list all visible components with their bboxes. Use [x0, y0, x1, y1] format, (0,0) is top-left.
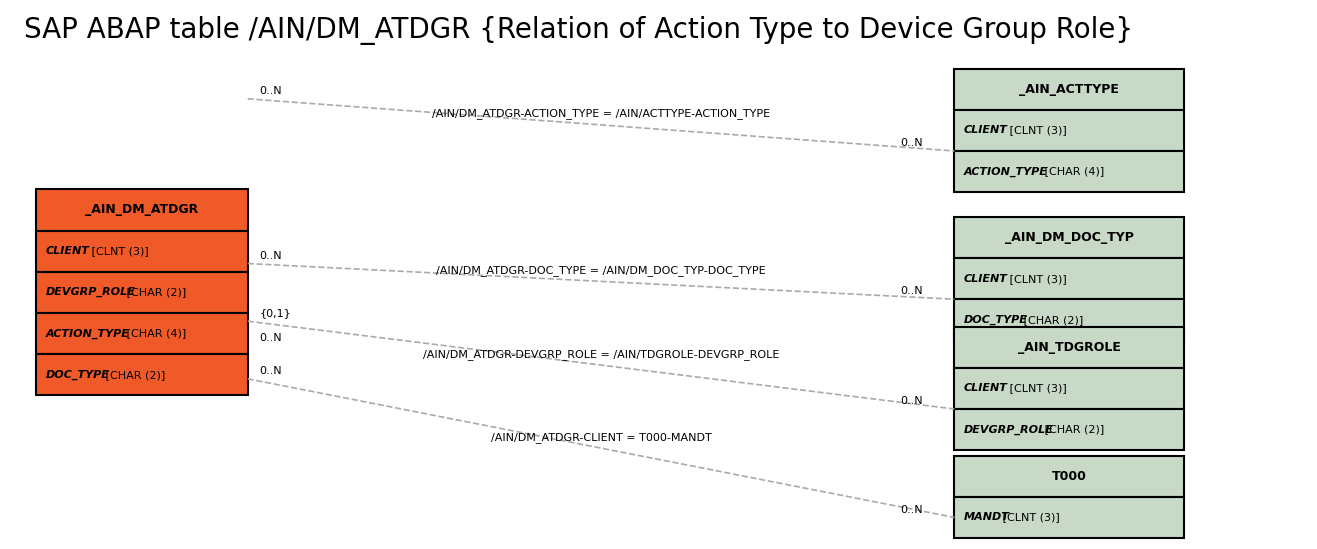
Text: [CHAR (4)]: [CHAR (4)]	[122, 328, 186, 339]
Text: 0..N: 0..N	[259, 366, 282, 376]
Text: [CLNT (3)]: [CLNT (3)]	[1000, 512, 1060, 523]
Text: CLIENT: CLIENT	[964, 125, 1008, 136]
Text: 0..N: 0..N	[900, 505, 923, 515]
Text: [CHAR (2)]: [CHAR (2)]	[101, 369, 165, 380]
Polygon shape	[955, 69, 1184, 110]
Text: CLIENT: CLIENT	[46, 246, 90, 256]
Polygon shape	[37, 272, 248, 313]
Text: SAP ABAP table /AIN/DM_ATDGR {Relation of Action Type to Device Group Role}: SAP ABAP table /AIN/DM_ATDGR {Relation o…	[24, 16, 1134, 46]
Text: _AIN_DM_DOC_TYP: _AIN_DM_DOC_TYP	[1005, 231, 1134, 244]
Text: /AIN/DM_ATDGR-DOC_TYPE = /AIN/DM_DOC_TYP-DOC_TYPE: /AIN/DM_ATDGR-DOC_TYPE = /AIN/DM_DOC_TYP…	[436, 265, 766, 276]
Text: [CHAR (2)]: [CHAR (2)]	[1042, 424, 1105, 435]
Text: /AIN/DM_ATDGR-DEVGRP_ROLE = /AIN/TDGROLE-DEVGRP_ROLE: /AIN/DM_ATDGR-DEVGRP_ROLE = /AIN/TDGROLE…	[423, 349, 780, 360]
Polygon shape	[37, 231, 248, 272]
Text: DEVGRP_ROLE: DEVGRP_ROLE	[46, 287, 136, 298]
Text: [CLNT (3)]: [CLNT (3)]	[1006, 125, 1067, 136]
Polygon shape	[955, 368, 1184, 409]
Polygon shape	[955, 456, 1184, 497]
Text: 0..N: 0..N	[900, 138, 923, 148]
Polygon shape	[955, 327, 1184, 368]
Text: CLIENT: CLIENT	[964, 383, 1008, 394]
Text: ACTION_TYPE: ACTION_TYPE	[964, 166, 1048, 177]
Text: _AIN_DM_ATDGR: _AIN_DM_ATDGR	[86, 204, 199, 216]
Polygon shape	[37, 189, 248, 231]
Text: DOC_TYPE: DOC_TYPE	[964, 315, 1029, 325]
Text: DOC_TYPE: DOC_TYPE	[46, 369, 109, 380]
Polygon shape	[955, 299, 1184, 340]
Polygon shape	[37, 313, 248, 354]
Text: T000: T000	[1052, 470, 1087, 483]
Text: 0..N: 0..N	[259, 86, 282, 96]
Text: MANDT: MANDT	[964, 512, 1010, 523]
Text: [CHAR (2)]: [CHAR (2)]	[1021, 315, 1084, 325]
Polygon shape	[37, 354, 248, 395]
Text: [CLNT (3)]: [CLNT (3)]	[88, 246, 149, 256]
Polygon shape	[955, 497, 1184, 538]
Polygon shape	[955, 409, 1184, 450]
Text: {0,1}: {0,1}	[259, 309, 291, 318]
Text: /AIN/DM_ATDGR-ACTION_TYPE = /AIN/ACTTYPE-ACTION_TYPE: /AIN/DM_ATDGR-ACTION_TYPE = /AIN/ACTTYPE…	[432, 109, 770, 120]
Text: [CLNT (3)]: [CLNT (3)]	[1006, 273, 1067, 284]
Text: CLIENT: CLIENT	[964, 273, 1008, 284]
Text: [CHAR (2)]: [CHAR (2)]	[122, 287, 186, 298]
Text: 0..N: 0..N	[900, 396, 923, 406]
Text: _AIN_ACTTYPE: _AIN_ACTTYPE	[1019, 83, 1119, 96]
Text: DEVGRP_ROLE: DEVGRP_ROLE	[964, 424, 1054, 435]
Polygon shape	[955, 217, 1184, 258]
Polygon shape	[955, 258, 1184, 299]
Text: ACTION_TYPE: ACTION_TYPE	[46, 328, 130, 339]
Text: 0..N: 0..N	[900, 287, 923, 296]
Text: 0..N: 0..N	[259, 251, 282, 261]
Text: /AIN/DM_ATDGR-CLIENT = T000-MANDT: /AIN/DM_ATDGR-CLIENT = T000-MANDT	[491, 432, 711, 442]
Polygon shape	[955, 110, 1184, 151]
Text: [CLNT (3)]: [CLNT (3)]	[1006, 383, 1067, 394]
Text: [CHAR (4)]: [CHAR (4)]	[1042, 166, 1105, 177]
Text: 0..N: 0..N	[259, 333, 282, 343]
Polygon shape	[955, 151, 1184, 192]
Text: _AIN_TDGROLE: _AIN_TDGROLE	[1018, 341, 1121, 354]
